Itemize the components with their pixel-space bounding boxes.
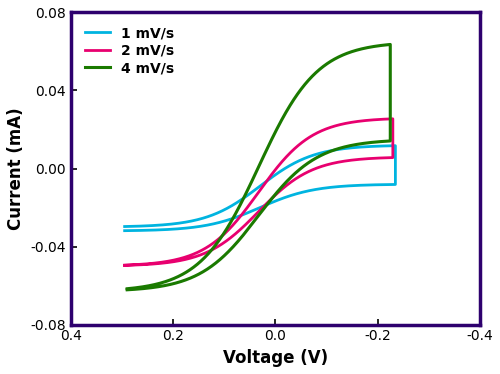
1 mV/s bbox=[360, 145, 366, 149]
4 mV/s bbox=[288, 174, 294, 179]
2 mV/s bbox=[240, 226, 246, 230]
1 mV/s bbox=[240, 212, 246, 217]
1 mV/s bbox=[122, 229, 128, 233]
1 mV/s bbox=[230, 216, 236, 220]
Line: 2 mV/s: 2 mV/s bbox=[124, 119, 393, 266]
2 mV/s bbox=[339, 122, 345, 126]
1 mV/s bbox=[341, 147, 347, 151]
1 mV/s bbox=[291, 192, 297, 197]
X-axis label: Voltage (V): Voltage (V) bbox=[223, 349, 328, 367]
4 mV/s bbox=[240, 233, 246, 238]
4 mV/s bbox=[337, 54, 343, 58]
2 mV/s bbox=[358, 119, 364, 123]
1 mV/s bbox=[122, 224, 128, 229]
4 mV/s bbox=[178, 273, 184, 278]
2 mV/s bbox=[122, 263, 128, 267]
1 mV/s bbox=[392, 144, 398, 148]
1 mV/s bbox=[177, 221, 183, 225]
2 mV/s bbox=[176, 257, 182, 261]
Line: 4 mV/s: 4 mV/s bbox=[127, 45, 390, 290]
Line: 1 mV/s: 1 mV/s bbox=[124, 146, 396, 231]
Legend: 1 mV/s, 2 mV/s, 4 mV/s: 1 mV/s, 2 mV/s, 4 mV/s bbox=[78, 19, 181, 82]
4 mV/s bbox=[124, 288, 130, 292]
4 mV/s bbox=[124, 286, 130, 291]
4 mV/s bbox=[230, 245, 236, 249]
2 mV/s bbox=[290, 179, 296, 183]
2 mV/s bbox=[390, 117, 396, 121]
Y-axis label: Current (mA): Current (mA) bbox=[7, 107, 25, 230]
4 mV/s bbox=[356, 47, 362, 52]
2 mV/s bbox=[230, 234, 235, 238]
4 mV/s bbox=[388, 42, 394, 47]
2 mV/s bbox=[122, 263, 128, 268]
